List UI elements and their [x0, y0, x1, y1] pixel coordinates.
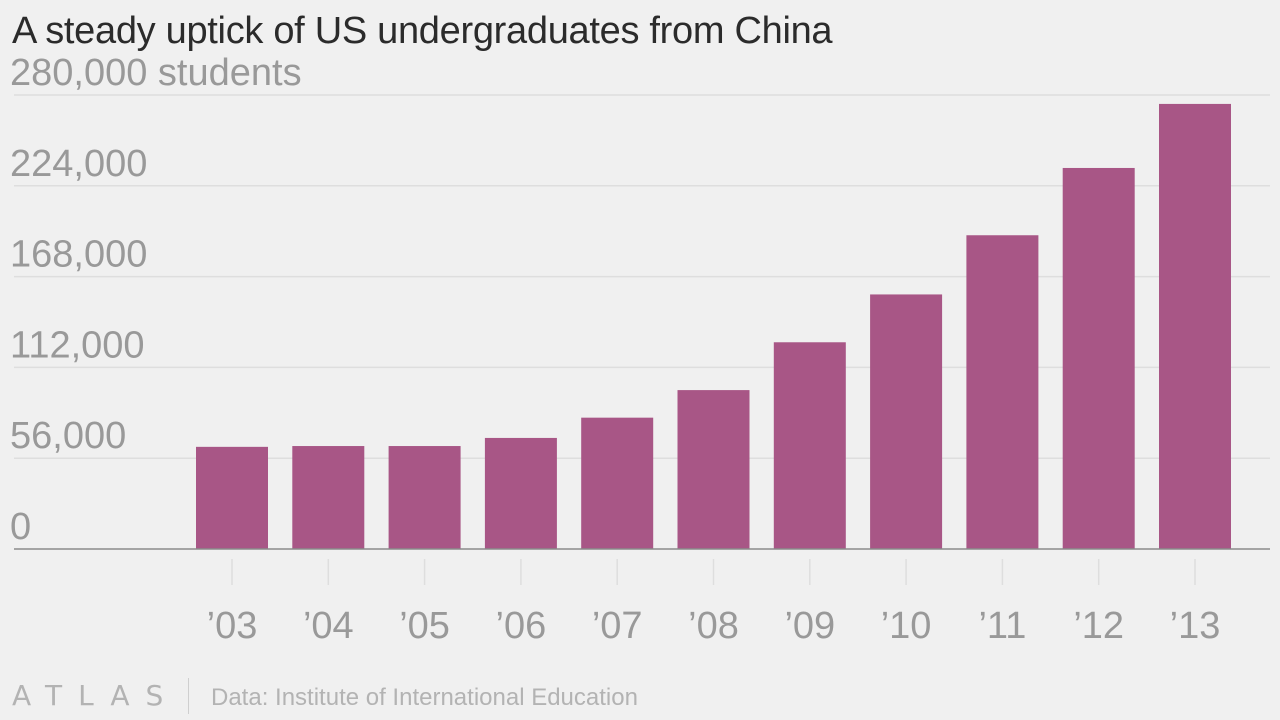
atlas-logo: ATLAS: [12, 679, 180, 712]
x-tick-label: ’08: [688, 605, 739, 647]
footer: ATLAS Data: Institute of International E…: [0, 676, 1280, 716]
bar-chart: 0 56,000 112,000 168,000 224,000 280,000 stud…: [10, 52, 1270, 647]
x-tick-label: ’13: [1170, 605, 1221, 647]
bar: [292, 446, 365, 549]
x-tick-label: ’10: [881, 605, 932, 647]
x-tick-label: ’06: [496, 605, 547, 647]
y-tick-label: 280,000 students: [10, 52, 302, 94]
bar: [966, 235, 1039, 549]
source-note: Data: Institute of International Educati…: [211, 684, 638, 711]
x-tick-label: ’04: [303, 605, 354, 647]
y-tick-label: 56,000: [10, 415, 126, 457]
bar: [677, 390, 750, 549]
x-tick-label: ’09: [784, 605, 835, 647]
bar: [773, 342, 846, 549]
x-tick-label: ’11: [978, 605, 1026, 647]
y-tick-label: 168,000: [10, 234, 147, 276]
bar: [1159, 103, 1231, 550]
x-tick-label: ’03: [207, 605, 258, 647]
bar: [484, 437, 557, 549]
x-tick-label: ’07: [592, 605, 643, 647]
y-tick-label: 224,000: [10, 143, 147, 185]
footer-divider: [188, 678, 189, 714]
x-tick-label: ’12: [1073, 605, 1124, 647]
chart-title: A steady uptick of US undergraduates fro…: [12, 10, 833, 52]
bar: [870, 294, 943, 549]
bar: [388, 446, 461, 549]
x-tick-label: ’05: [399, 605, 450, 647]
bar: [196, 446, 268, 549]
bar: [1062, 167, 1135, 549]
bar: [581, 417, 654, 549]
y-tick-label: 0: [10, 506, 31, 548]
y-tick-label: 112,000: [10, 324, 145, 366]
